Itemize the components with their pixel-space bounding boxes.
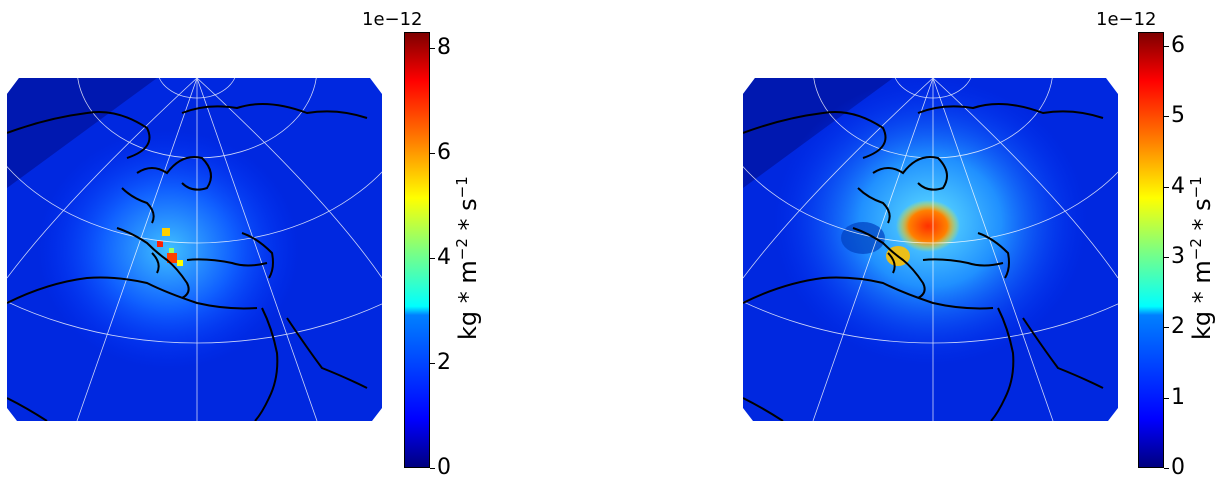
- label-mid: * s: [1188, 198, 1216, 239]
- left-colorbar-exponent: 1e−12: [362, 9, 423, 30]
- colorbar-tick-label: 2: [437, 349, 451, 375]
- colorbar-tick-label: 5: [1171, 103, 1185, 129]
- colorbar-tick-mark: [430, 47, 435, 49]
- graticule: [7, 78, 382, 421]
- label-base: kg * m: [454, 260, 482, 340]
- hotspot-cell: [167, 253, 177, 263]
- hotspot-primary: [896, 200, 960, 252]
- colorbar-tick-mark: [1164, 46, 1169, 48]
- hotspot-cell: [169, 248, 174, 253]
- colorbar-tick-label: 6: [437, 139, 451, 165]
- right-colorbar-label: kg * m−2 * s−1: [1187, 176, 1216, 340]
- left-map: [7, 78, 382, 421]
- colorbar-tick-mark: [1164, 327, 1169, 329]
- label-exp1: −2: [453, 238, 471, 261]
- colorbar-tick-mark: [430, 152, 435, 154]
- colorbar-tick-label: 1: [1171, 384, 1185, 410]
- hotspot-cell: [157, 241, 163, 247]
- colorbar-tick-mark: [430, 468, 435, 469]
- coastlines: [743, 103, 1104, 421]
- right-panel: 1e−12 kg * m−2 * s−1 0 1 2 3 4 5 6: [600, 0, 1216, 480]
- colorbar-tick-label: 4: [437, 244, 451, 270]
- label-exp2: −1: [1187, 176, 1205, 199]
- label-exp1: −2: [1187, 238, 1205, 261]
- coastlines: [7, 103, 368, 421]
- colorbar-tick-label: 2: [1171, 314, 1185, 340]
- colorbar-tick-mark: [430, 257, 435, 259]
- colorbar-tick-mark: [1164, 468, 1169, 469]
- right-colorbar: [1138, 32, 1164, 468]
- right-colorbar-exponent: 1e−12: [1096, 9, 1157, 30]
- colorbar-tick-label: 8: [437, 34, 451, 60]
- colorbar-tick-mark: [430, 362, 435, 364]
- right-map: [743, 78, 1118, 421]
- colorbar-tick-mark: [1164, 116, 1169, 118]
- hotspot-cell: [177, 260, 183, 266]
- label-base: kg * m: [1188, 260, 1216, 340]
- colorbar-tick-mark: [1164, 186, 1169, 188]
- left-panel: 1e−12 kg * m−2 * s−1 0 2 4 6 8: [0, 0, 600, 480]
- label-exp2: −1: [453, 176, 471, 199]
- colorbar-tick-label: 0: [437, 455, 451, 480]
- colorbar-tick-label: 4: [1171, 173, 1185, 199]
- hotspot-cell: [162, 228, 170, 236]
- left-colorbar: [404, 32, 430, 468]
- left-colorbar-label: kg * m−2 * s−1: [453, 176, 482, 340]
- left-map-svg: [7, 78, 382, 421]
- colorbar-tick-label: 6: [1171, 33, 1185, 59]
- label-mid: * s: [454, 198, 482, 239]
- colorbar-tick-label: 3: [1171, 244, 1185, 270]
- colorbar-tick-mark: [1164, 397, 1169, 399]
- colorbar-tick-label: 0: [1171, 455, 1185, 480]
- colorbar-tick-mark: [1164, 257, 1169, 259]
- right-map-svg: [743, 78, 1118, 421]
